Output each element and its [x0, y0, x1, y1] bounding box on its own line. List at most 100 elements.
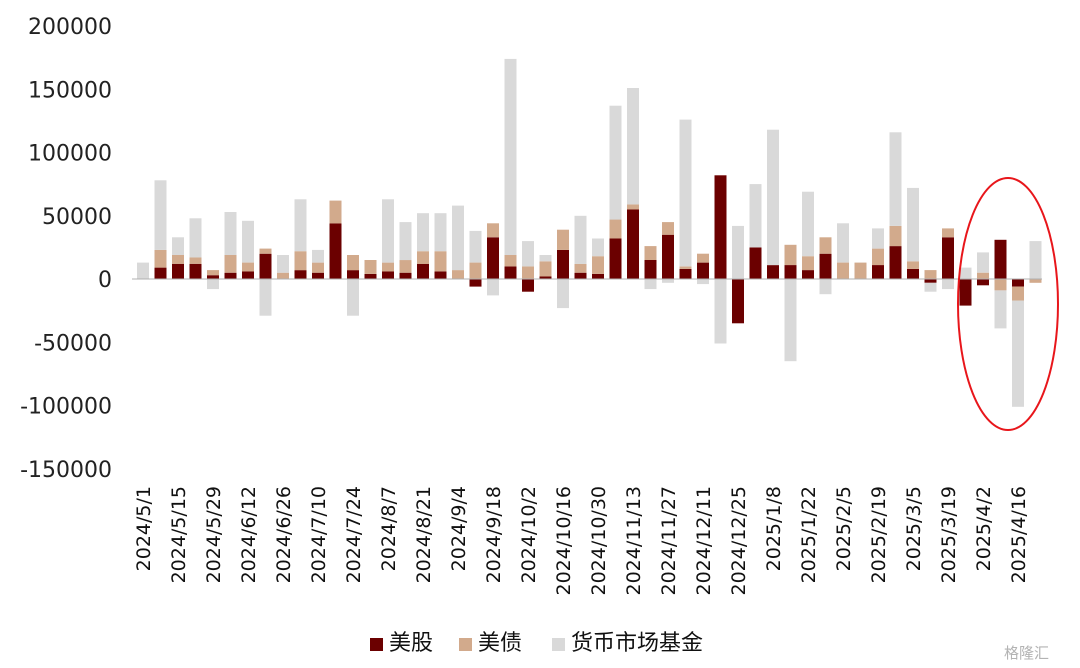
watermark-text: 格隆汇 — [1004, 644, 1050, 662]
bar-us-stocks — [609, 238, 622, 279]
bar-money-market-funds — [399, 222, 412, 261]
bar-us-stocks — [977, 279, 989, 286]
bar-us-bonds — [1012, 286, 1024, 301]
bar-us-stocks — [242, 271, 254, 279]
bar-money-market-funds — [469, 230, 482, 263]
bar-us-stocks — [294, 270, 307, 279]
bar-money-market-funds — [294, 199, 307, 252]
y-tick-label: 0 — [98, 268, 112, 293]
bar-money-market-funds — [242, 220, 254, 263]
bar-us-stocks — [207, 275, 219, 279]
bar-us-stocks — [434, 271, 447, 279]
y-tick-label: -50000 — [34, 331, 112, 356]
bar-money-market-funds — [662, 279, 674, 283]
bar-us-bonds — [504, 255, 517, 267]
bar-us-stocks — [364, 273, 377, 279]
bar-us-stocks — [697, 262, 709, 279]
y-tick-label: 50000 — [42, 205, 112, 230]
bar-us-stocks — [627, 209, 639, 279]
bar-us-bonds — [592, 256, 604, 274]
bar-us-stocks — [889, 246, 902, 279]
bar-us-bonds — [189, 257, 202, 264]
bar-us-bonds — [207, 270, 219, 276]
y-tick-label: -100000 — [20, 395, 112, 420]
x-tick-label: 2024/5/1 — [133, 486, 155, 571]
bar-money-market-funds — [189, 218, 202, 258]
bar-us-stocks — [417, 263, 429, 279]
x-tick-label: 2025/1/22 — [798, 486, 820, 583]
bar-money-market-funds — [749, 184, 762, 248]
legend: 美股 美债 货币市场基金 — [0, 628, 1080, 668]
bar-money-market-funds — [732, 225, 744, 279]
bar-us-stocks — [959, 279, 972, 306]
bar-us-bonds — [469, 262, 482, 279]
bar-money-market-funds — [907, 187, 919, 262]
bar-money-market-funds — [592, 238, 604, 257]
bar-us-stocks — [732, 279, 744, 324]
bar-money-market-funds — [802, 191, 814, 257]
bar-us-stocks — [329, 223, 342, 279]
bar-us-bonds — [662, 222, 674, 235]
bar-us-bonds — [347, 255, 359, 271]
bar-us-bonds — [382, 262, 394, 272]
bar-us-stocks — [382, 271, 394, 279]
bar-us-stocks — [819, 253, 832, 279]
bar-money-market-funds — [504, 58, 517, 256]
bar-money-market-funds — [277, 255, 289, 273]
bar-us-stocks — [557, 249, 569, 279]
bar-money-market-funds — [644, 279, 657, 290]
bar-money-market-funds — [994, 290, 1007, 329]
x-tick-label: 2024/9/4 — [448, 486, 470, 571]
watermark-logo: 格隆汇 — [1004, 642, 1049, 663]
bar-us-stocks — [399, 272, 412, 279]
bar-money-market-funds — [1029, 241, 1042, 280]
bar-money-market-funds — [172, 237, 184, 255]
bar-money-market-funds — [452, 205, 464, 271]
x-tick-label: 2025/4/16 — [1008, 486, 1030, 583]
bar-money-market-funds — [714, 279, 727, 344]
bar-us-bonds — [364, 260, 377, 274]
bar-us-bonds — [452, 270, 464, 279]
y-tick-label: 200000 — [28, 15, 112, 40]
bar-us-bonds — [977, 272, 989, 279]
x-tick-label: 2024/9/18 — [483, 486, 505, 583]
x-tick-label: 2024/5/29 — [203, 486, 225, 583]
bar-us-bonds — [679, 266, 692, 269]
bar-money-market-funds — [837, 223, 849, 263]
highlight-ellipse — [957, 177, 1059, 431]
bar-us-bonds — [609, 219, 622, 239]
bar-us-stocks — [1012, 279, 1024, 287]
bar-us-bonds — [574, 263, 587, 273]
bar-us-stocks — [749, 247, 762, 279]
bar-us-bonds — [539, 261, 552, 277]
bar-us-stocks — [469, 279, 482, 287]
legend-label-us-bonds: 美债 — [478, 631, 523, 656]
bar-us-bonds — [872, 248, 884, 265]
bar-money-market-funds — [889, 132, 902, 226]
legend-swatch-us-bonds — [459, 637, 472, 651]
bar-money-market-funds — [434, 213, 447, 252]
bar-money-market-funds — [574, 215, 587, 264]
bar-money-market-funds — [522, 241, 534, 267]
x-tick-label: 2024/5/15 — [168, 486, 190, 583]
bar-money-market-funds — [609, 105, 622, 220]
x-tick-label: 2025/3/19 — [938, 486, 960, 583]
bar-us-stocks — [679, 268, 692, 279]
bar-money-market-funds — [417, 213, 429, 252]
bar-us-bonds — [784, 244, 797, 265]
bar-us-stocks — [872, 265, 884, 279]
bar-money-market-funds — [679, 119, 692, 267]
bar-us-stocks — [907, 268, 919, 279]
bar-money-market-funds — [347, 279, 359, 316]
x-tick-label: 2024/8/21 — [413, 486, 435, 583]
x-tick-label: 2024/8/7 — [378, 486, 400, 571]
x-tick-label: 2024/10/30 — [588, 486, 610, 596]
bar-us-bonds — [259, 248, 272, 254]
bar-us-stocks — [942, 237, 954, 279]
bar-us-stocks — [312, 272, 324, 279]
y-axis: 200000 150000 100000 50000 0 -50000 -100000 -15… — [20, 15, 112, 483]
bar-us-stocks — [539, 276, 552, 279]
y-tick-label: 150000 — [28, 78, 112, 103]
bar-money-market-funds — [382, 199, 394, 263]
bar-money-market-funds — [539, 255, 552, 262]
